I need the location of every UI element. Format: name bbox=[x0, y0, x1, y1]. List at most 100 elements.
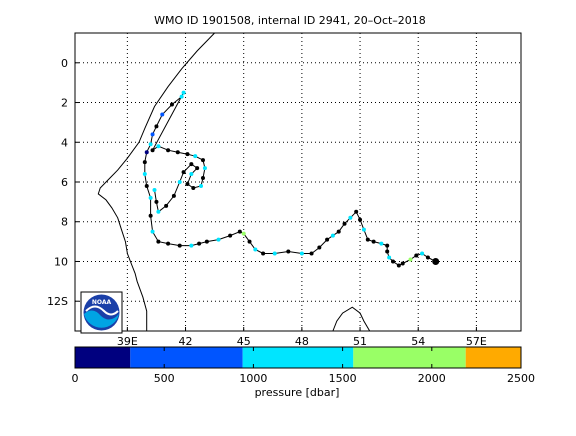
y-tick-label: 2 bbox=[61, 97, 68, 110]
profile-point bbox=[379, 241, 384, 246]
y-tick-label: 0 bbox=[61, 57, 68, 70]
profile-point bbox=[358, 217, 363, 222]
profile-point bbox=[156, 209, 161, 214]
colorbar-segment bbox=[242, 347, 354, 368]
float-last-position-point bbox=[432, 257, 440, 265]
profile-point bbox=[171, 193, 176, 198]
profile-point bbox=[175, 150, 180, 155]
colorbar-segment bbox=[353, 347, 466, 368]
profile-point bbox=[336, 229, 341, 234]
profile-point bbox=[144, 150, 149, 155]
profile-point bbox=[197, 241, 202, 246]
profile-point bbox=[354, 209, 359, 214]
plot-frame bbox=[74, 32, 522, 332]
x-tick-label: 45 bbox=[237, 335, 251, 348]
profile-point bbox=[361, 227, 366, 232]
colorbar-tick-label: 1000 bbox=[239, 372, 267, 385]
profile-point bbox=[169, 102, 174, 107]
profile-point bbox=[199, 183, 204, 188]
profile-point bbox=[177, 180, 182, 184]
profile-point bbox=[189, 172, 194, 177]
profile-point bbox=[181, 90, 186, 95]
profile-point bbox=[342, 221, 347, 226]
profile-point bbox=[179, 94, 184, 99]
profile-point bbox=[391, 259, 396, 264]
profile-point bbox=[148, 213, 153, 218]
profile-point bbox=[189, 162, 194, 167]
profile-point bbox=[154, 199, 159, 204]
colorbar-label: pressure [dbar] bbox=[255, 386, 340, 399]
profile-point bbox=[177, 243, 182, 248]
colorbar-tick-label: 0 bbox=[72, 372, 79, 385]
y-tick-label: 12S bbox=[47, 295, 68, 308]
profile-point bbox=[317, 245, 322, 250]
profile-point bbox=[142, 172, 147, 177]
profile-point bbox=[400, 261, 405, 266]
profile-point bbox=[241, 231, 246, 236]
profile-point bbox=[164, 203, 169, 208]
profile-point bbox=[200, 158, 205, 163]
profile-point bbox=[414, 253, 419, 258]
profile-point bbox=[420, 251, 425, 256]
profile-point bbox=[189, 243, 194, 248]
colorbar-tick-label: 500 bbox=[154, 372, 175, 385]
profile-point bbox=[286, 249, 291, 254]
profile-point bbox=[166, 241, 171, 246]
profile-point bbox=[253, 247, 258, 252]
x-tick-label: 39E bbox=[117, 335, 138, 348]
profile-point bbox=[408, 257, 413, 262]
profile-point bbox=[191, 185, 196, 190]
profile-point bbox=[299, 251, 304, 256]
profile-point bbox=[371, 239, 376, 244]
profile-point bbox=[152, 187, 157, 192]
y-tick-label: 10 bbox=[54, 255, 68, 268]
float-trajectory-line bbox=[144, 92, 436, 266]
profile-point bbox=[202, 166, 207, 171]
map-plot-area: 39E 42 45 48 51 54 57E 0 2 4 6 8 10 12S bbox=[47, 32, 522, 348]
profile-point bbox=[144, 183, 149, 188]
x-tick-label: 57E bbox=[466, 335, 487, 348]
profile-point bbox=[160, 112, 165, 117]
profile-point bbox=[150, 229, 155, 234]
chart-title: WMO ID 1901508, internal ID 2941, 20–Oct… bbox=[154, 14, 426, 27]
x-tick-label: 54 bbox=[411, 335, 425, 348]
colorbar-segment bbox=[465, 347, 521, 368]
noaa-logo-text: NOAA bbox=[92, 299, 112, 306]
colorbar-frame bbox=[74, 346, 522, 369]
profile-point bbox=[156, 144, 161, 149]
profile-point bbox=[330, 233, 335, 238]
coastline-socotra bbox=[332, 306, 371, 332]
profile-point bbox=[200, 176, 205, 181]
profile-point bbox=[247, 239, 252, 244]
profile-point bbox=[385, 243, 390, 248]
profile-point bbox=[348, 215, 353, 220]
profile-point bbox=[166, 148, 171, 153]
profile-point bbox=[309, 251, 314, 256]
pressure-colorbar: 0 500 1000 1500 2000 2500 bbox=[72, 346, 535, 385]
profile-point bbox=[425, 255, 430, 260]
x-tick-label: 51 bbox=[353, 335, 367, 348]
profile-point bbox=[150, 132, 155, 137]
profile-point bbox=[150, 148, 155, 153]
noaa-logo: NOAA bbox=[80, 291, 123, 334]
profile-point bbox=[365, 237, 370, 242]
profile-point bbox=[261, 251, 266, 256]
profile-point bbox=[387, 255, 392, 260]
profile-point bbox=[272, 251, 277, 256]
profile-point bbox=[193, 154, 198, 159]
profile-point bbox=[237, 229, 242, 234]
profile-point bbox=[185, 181, 190, 186]
profile-point bbox=[385, 249, 390, 254]
colorbar-tick-label: 1500 bbox=[329, 372, 357, 385]
profile-point bbox=[156, 239, 161, 244]
colorbar-tick-label: 2500 bbox=[507, 372, 535, 385]
profile-point bbox=[228, 233, 233, 238]
y-tick-label: 6 bbox=[61, 176, 68, 189]
profile-point bbox=[148, 142, 153, 147]
profile-point bbox=[181, 170, 186, 175]
profile-point bbox=[185, 152, 190, 157]
colorbar-segment bbox=[75, 347, 131, 368]
coastline bbox=[97, 32, 215, 331]
